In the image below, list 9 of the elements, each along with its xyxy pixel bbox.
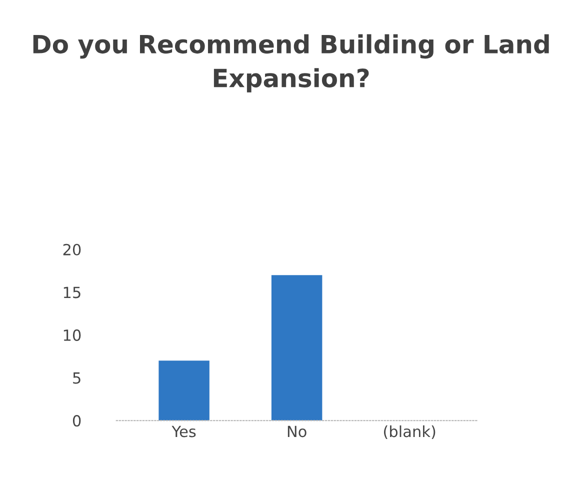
- chart-title: Do you Recommend Building or Land Expansion?: [33, 34, 549, 92]
- y-tick-label: 5: [73, 372, 80, 384]
- y-tick-label: 15: [64, 286, 80, 298]
- x-tick-label: Yes: [172, 426, 196, 438]
- x-tick-label: No: [288, 426, 306, 438]
- y-tick-label: 20: [63, 244, 81, 256]
- x-tick-label: (blank): [384, 425, 436, 440]
- y-tick-label: 0: [72, 415, 81, 427]
- y-tick-label: 10: [64, 329, 81, 341]
